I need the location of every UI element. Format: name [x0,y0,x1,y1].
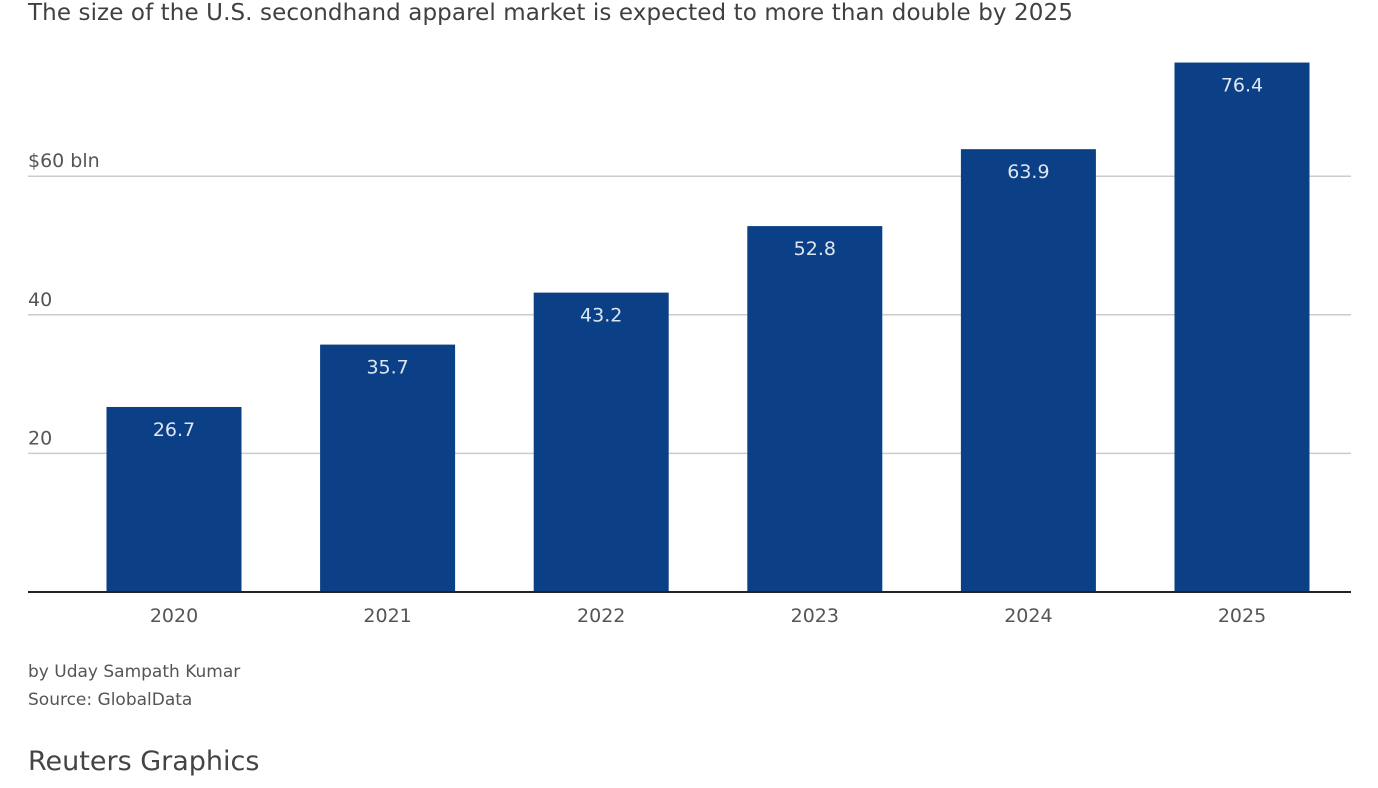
bar-2020 [106,406,242,592]
bar-2023 [747,226,883,592]
bars: 26.7 35.7 43.2 52.8 63.9 76.4 [106,62,1310,593]
chart-title: The size of the U.S. secondhand apparel … [28,0,1073,26]
x-tick-label: 2024 [1004,605,1052,627]
data-label: 35.7 [366,357,408,379]
data-label: 43.2 [580,305,622,327]
x-tick-label: 2021 [363,605,411,627]
bar-2022 [533,292,669,592]
x-tick-label: 2025 [1218,605,1266,627]
byline: by Uday Sampath Kumar [28,662,241,682]
x-tick-label: 2023 [791,605,839,627]
y-tick-label: $60 bln [28,150,100,172]
data-label: 52.8 [794,238,836,260]
x-axis: 2020 2021 2022 2023 2024 2025 [28,591,1351,627]
gridlines: 20 40 $60 bln [28,150,1351,455]
data-label: 26.7 [153,419,195,441]
source-note: Source: GlobalData [28,690,193,710]
y-tick-label: 40 [28,289,52,311]
data-label: 76.4 [1221,75,1263,97]
x-tick-label: 2022 [577,605,625,627]
bar-2024 [960,149,1096,592]
bar-2021 [320,344,456,592]
data-label: 63.9 [1007,161,1049,183]
bar-chart: 20 40 $60 bln 26.7 35.7 43.2 52.8 63.9 76.4 202… [28,62,1351,627]
bar-2025 [1174,62,1310,593]
brand-label: Reuters Graphics [28,746,260,777]
y-tick-label: 20 [28,427,52,449]
x-tick-label: 2020 [150,605,198,627]
